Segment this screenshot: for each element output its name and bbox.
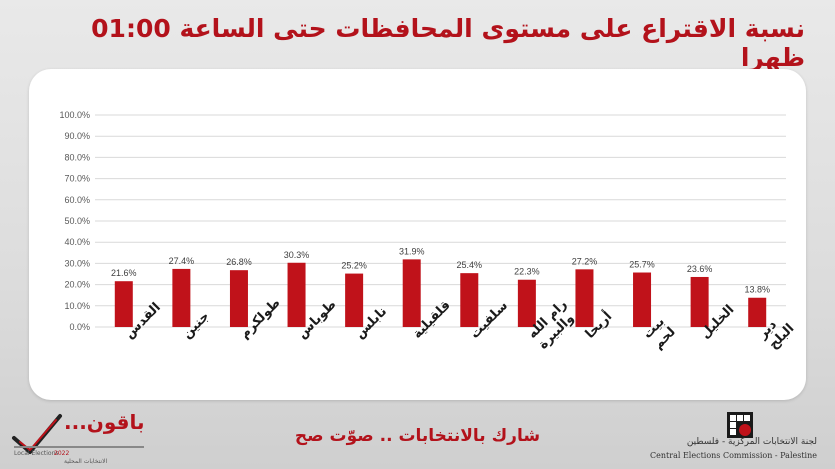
y-tick-label: 100.0% <box>59 110 90 120</box>
bakun-subtitle-arabic: الانتخابات المحلية <box>64 458 108 465</box>
bar <box>114 281 133 327</box>
bar <box>345 273 364 327</box>
y-tick-label: 10.0% <box>64 301 90 311</box>
data-label: 25.2% <box>341 261 367 271</box>
bar <box>575 269 594 327</box>
bakun-logo-text: باقون... <box>64 410 145 434</box>
y-tick-label: 0.0% <box>69 322 90 332</box>
data-label: 26.8% <box>226 257 252 267</box>
data-label: 27.4% <box>169 256 195 266</box>
y-tick-label: 20.0% <box>64 280 90 290</box>
y-tick-label: 80.0% <box>64 152 90 162</box>
data-label: 27.2% <box>572 256 598 266</box>
checkmark-logo-icon <box>12 414 144 454</box>
bar <box>517 279 536 327</box>
cec-logo-icon <box>727 412 753 438</box>
y-tick-label: 70.0% <box>64 174 90 184</box>
data-label: 21.6% <box>111 268 137 278</box>
bakun-year: 2022 <box>54 450 70 457</box>
data-label: 31.9% <box>399 246 425 256</box>
bar <box>633 272 652 327</box>
cec-name-english: Central Elections Commission - Palestine <box>650 451 817 460</box>
bar-chart: 0.0% 10.0% 20.0% 30.0% 40.0% 50.0% 60.0% 70.0% 8… <box>59 110 797 352</box>
data-label: 13.8% <box>744 285 770 295</box>
bar <box>748 297 767 327</box>
bar <box>690 276 709 327</box>
bar <box>172 268 191 327</box>
y-tick-label: 40.0% <box>64 237 90 247</box>
bakun-subtitle-english: Local Elections <box>14 450 59 457</box>
y-tick-label: 60.0% <box>64 195 90 205</box>
cec-name-arabic: لجنة الانتخابات المركزية - فلسطين <box>686 437 817 447</box>
slogan-text: شارك بالانتخابات .. صوّت صح <box>294 426 541 446</box>
chart-title: نسبة الاقتراع على مستوى المحافظات حتى ال… <box>91 14 805 72</box>
chart-panel: 0.0% 10.0% 20.0% 30.0% 40.0% 50.0% 60.0% 70.0% 8… <box>29 69 806 400</box>
data-label: 25.7% <box>629 260 655 270</box>
y-tick-label: 90.0% <box>64 131 90 141</box>
data-label: 22.3% <box>514 267 540 277</box>
data-label: 25.4% <box>457 260 483 270</box>
bar <box>460 273 479 327</box>
bar <box>229 270 248 327</box>
y-tick-label: 30.0% <box>64 258 90 268</box>
bar <box>287 262 306 327</box>
data-label: 23.6% <box>687 264 713 274</box>
y-tick-label: 50.0% <box>64 216 90 226</box>
data-label: 30.3% <box>284 250 310 260</box>
bar <box>402 259 421 327</box>
